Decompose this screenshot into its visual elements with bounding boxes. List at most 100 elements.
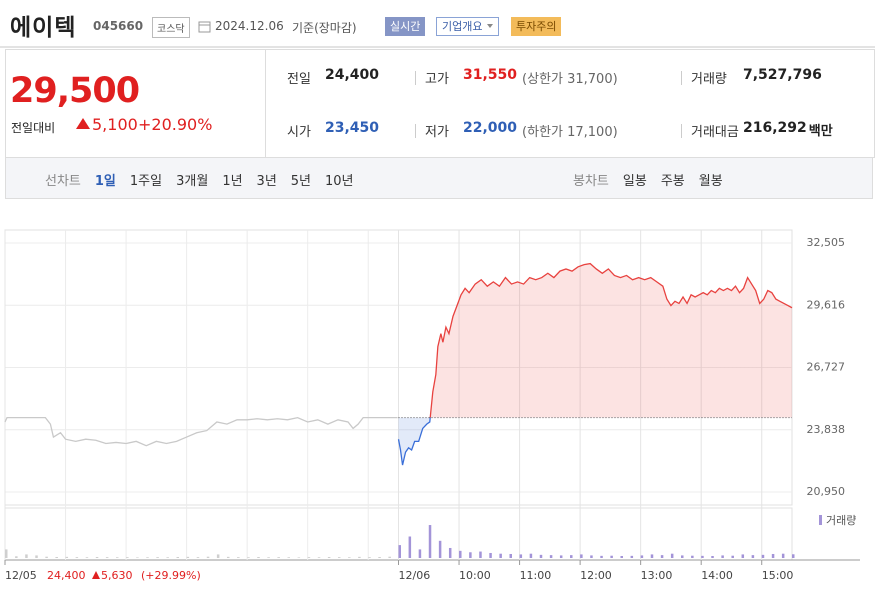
company-button[interactable]: 기업개요 <box>436 17 500 36</box>
realtime-button[interactable]: 실시간 <box>385 17 426 36</box>
calendar-icon <box>198 21 211 33</box>
x-tick-label: 14:00 <box>701 569 733 582</box>
stat-label: 거래량 <box>691 72 727 87</box>
area <box>398 263 792 466</box>
volume-bar <box>176 556 180 558</box>
volume-bar <box>580 554 583 558</box>
volume-bar <box>600 555 603 558</box>
change: 5,100 <box>76 115 138 134</box>
volume-bar <box>459 550 462 558</box>
tab[interactable]: 1주일 <box>129 174 163 189</box>
volume-bar <box>701 555 704 558</box>
volume-bar <box>196 557 200 558</box>
volume-bar <box>630 555 634 558</box>
x-tick-label: 12/06 <box>399 569 431 582</box>
volume-bar <box>327 556 331 558</box>
up-icon <box>92 571 100 579</box>
stock-code: 045660 <box>93 19 144 33</box>
y-tick-label: 32,505 <box>807 236 846 249</box>
volume-bar <box>368 557 371 558</box>
volume-bar <box>267 557 270 558</box>
volume-bar <box>559 555 563 558</box>
volume-bar <box>388 556 391 558</box>
x-tick-label: 11:00 <box>520 569 552 582</box>
volume-bar <box>691 555 694 558</box>
volume-bar <box>771 553 775 558</box>
volume-bar <box>75 557 79 558</box>
volume-bar <box>479 551 482 558</box>
volume-bar <box>115 557 119 558</box>
tab[interactable]: 일봉 <box>622 174 647 189</box>
volume-bar <box>660 555 664 558</box>
legend-label: 거래량 <box>826 514 856 527</box>
price-line <box>4 416 398 447</box>
volume-bar <box>55 556 58 558</box>
price-panel <box>5 49 266 157</box>
volume-bar <box>105 557 109 558</box>
separator <box>415 124 416 138</box>
volume-bar <box>166 557 169 558</box>
volume-bar <box>65 556 69 558</box>
tab[interactable]: 1년 <box>222 174 243 189</box>
volume-bar <box>489 552 492 558</box>
tab[interactable]: 10년 <box>325 174 354 189</box>
volume-bar <box>126 557 129 558</box>
stat-value: 22,000 <box>463 120 518 136</box>
volume-bar <box>186 556 190 558</box>
stat-value: 31,550 <box>463 67 518 83</box>
volume-bar <box>45 556 48 558</box>
tab[interactable]: 1일 <box>94 174 116 189</box>
volume-bar <box>590 555 593 558</box>
tab[interactable]: 주봉 <box>660 174 685 189</box>
volume-bar <box>620 555 623 558</box>
x-tick-label: 15:00 <box>762 569 794 582</box>
stock-name: 에이텍 <box>10 15 77 41</box>
y-tick-label: 23,838 <box>807 423 846 436</box>
volume-bar <box>792 554 795 558</box>
tab[interactable]: 3년 <box>256 174 277 189</box>
volume-bar <box>156 557 159 558</box>
x-tick-label: 12:00 <box>580 569 612 582</box>
tab[interactable]: 월봉 <box>698 174 723 189</box>
volume-bar <box>25 554 28 558</box>
volume-bar <box>408 536 412 558</box>
volume-bar <box>95 556 99 558</box>
volume-bar <box>499 553 502 558</box>
volume-bar <box>741 554 745 558</box>
volume-bar <box>509 553 512 558</box>
date-basis: 기준(장마감) <box>292 21 357 35</box>
volume-bar <box>85 557 89 558</box>
volume-bar <box>438 540 442 558</box>
footer-change: 5,630 <box>101 569 133 582</box>
tab[interactable]: 3개월 <box>176 174 209 189</box>
stat-label: 거래대금 <box>691 125 739 140</box>
volume-bar <box>539 554 543 558</box>
stat-value: 23,450 <box>325 120 380 136</box>
volume-bar <box>348 557 351 558</box>
price-line <box>397 262 793 466</box>
stat-value: 7,527,796 <box>743 67 822 83</box>
volume-bar <box>448 547 452 558</box>
volume-bar <box>358 556 361 558</box>
volume-bar <box>721 555 724 558</box>
volume-bar <box>136 557 139 558</box>
volume-bar <box>297 557 301 558</box>
volume-bar <box>469 552 472 558</box>
x-tick-label: 13:00 <box>641 569 673 582</box>
volume-bar <box>15 556 18 558</box>
change-label: 전일대비 <box>11 121 56 135</box>
volume-bar <box>650 554 654 558</box>
volume-bar <box>216 554 220 558</box>
volume-bar <box>247 557 250 558</box>
y-tick-label: 20,950 <box>807 485 846 498</box>
volume-bar <box>237 557 240 558</box>
tab[interactable]: 5년 <box>290 174 312 189</box>
volume-bar <box>146 557 149 558</box>
volume-bar <box>640 555 644 558</box>
footer-rate: (+29.99%) <box>141 569 201 582</box>
volume-bar <box>711 555 714 558</box>
volume-bar <box>206 556 210 558</box>
volume-bar <box>398 545 401 558</box>
x-tick-label: 10:00 <box>459 569 491 582</box>
